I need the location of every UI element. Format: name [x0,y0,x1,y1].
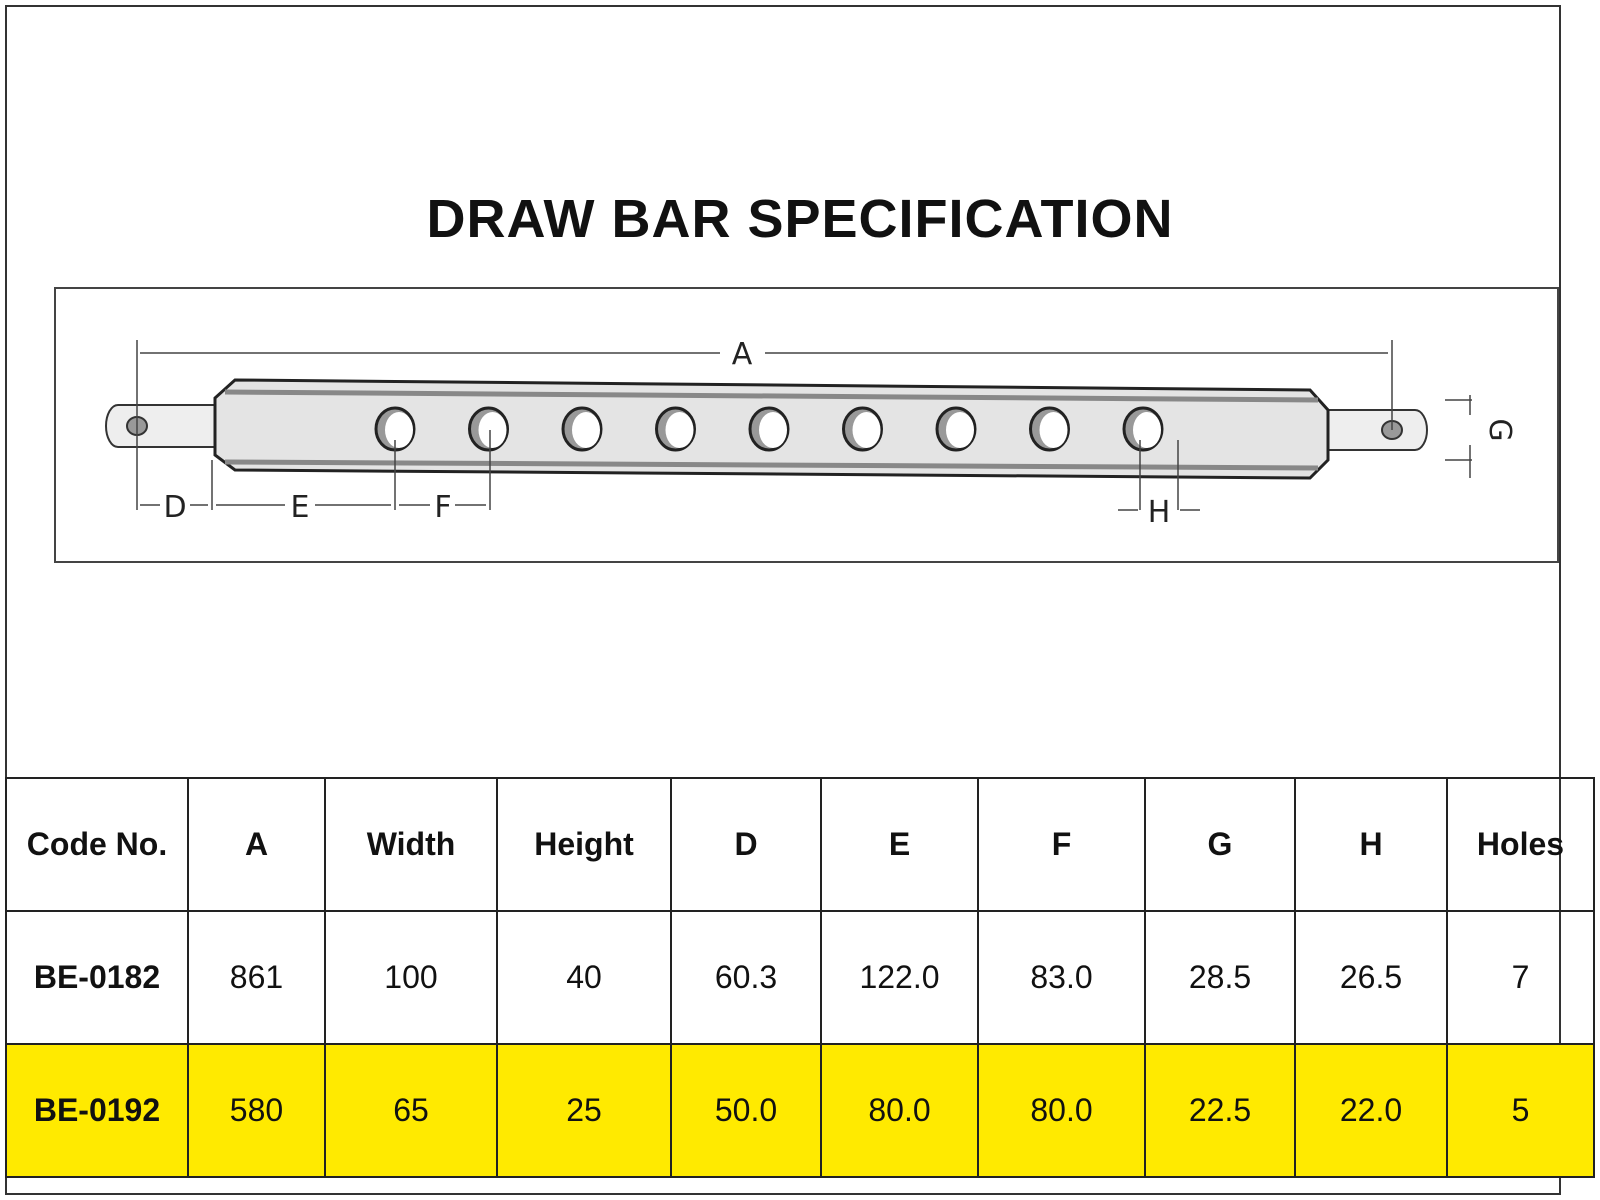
specification-table: Code No. A Width Height D E F G H Holes … [5,777,1595,1178]
bar-hole-inner [852,412,881,448]
header-g: G [1144,777,1296,912]
dimension-label-a: A [732,337,753,372]
cell-g: 22.5 [1144,1043,1296,1178]
bar-hole-inner [759,412,787,448]
header-code-no: Code No. [5,777,189,912]
right-tab [1324,409,1428,451]
header-holes: Holes [1446,777,1595,912]
cell-a: 861 [187,910,326,1045]
bar-hole-inner [946,412,974,448]
cell-f: 80.0 [977,1043,1146,1178]
dimension-label-h: H [1148,495,1171,530]
table-row: BE-0182 861 100 40 60.3 122.0 83.0 28.5 … [5,910,1595,1045]
cell-a: 580 [187,1043,326,1178]
bar-hole-inner [1039,412,1068,448]
bar-holes [374,406,1164,452]
dimension-label-d: D [163,490,186,525]
cell-height: 25 [496,1043,672,1178]
header-e: E [820,777,979,912]
cell-d: 60.3 [670,910,822,1045]
page-frame [5,5,1561,1195]
cell-width: 100 [324,910,498,1045]
dimension-label-e: E [291,490,310,525]
page-title: DRAW BAR SPECIFICATION [426,189,1174,249]
bar-hole-inner [478,412,507,448]
table-row-highlighted: BE-0192 580 65 25 50.0 80.0 80.0 22.5 22… [5,1043,1595,1178]
header-height: Height [496,777,672,912]
cell-e: 80.0 [820,1043,979,1178]
cell-f: 83.0 [977,910,1146,1045]
cell-holes: 7 [1446,910,1595,1045]
cell-e: 122.0 [820,910,979,1045]
header-h: H [1294,777,1448,912]
cell-code: BE-0192 [5,1043,189,1178]
bar-hole-inner [572,412,600,448]
dimension-label-g: G [1482,418,1517,441]
table-header-row: Code No. A Width Height D E F G H Holes [5,777,1595,912]
header-width: Width [324,777,498,912]
left-tab [105,404,216,448]
cell-height: 40 [496,910,672,1045]
cell-d: 50.0 [670,1043,822,1178]
dimension-label-f: F [434,490,451,525]
bar-hole-inner [665,412,694,448]
bar-hole-inner [385,412,413,448]
cell-holes: 5 [1446,1043,1595,1178]
cell-g: 28.5 [1144,910,1296,1045]
cell-width: 65 [324,1043,498,1178]
header-d: D [670,777,822,912]
header-f: F [977,777,1146,912]
cell-h: 22.0 [1294,1043,1448,1178]
bar-hole-inner [1133,412,1161,448]
cell-h: 26.5 [1294,910,1448,1045]
header-a: A [187,777,326,912]
cell-code: BE-0182 [5,910,189,1045]
